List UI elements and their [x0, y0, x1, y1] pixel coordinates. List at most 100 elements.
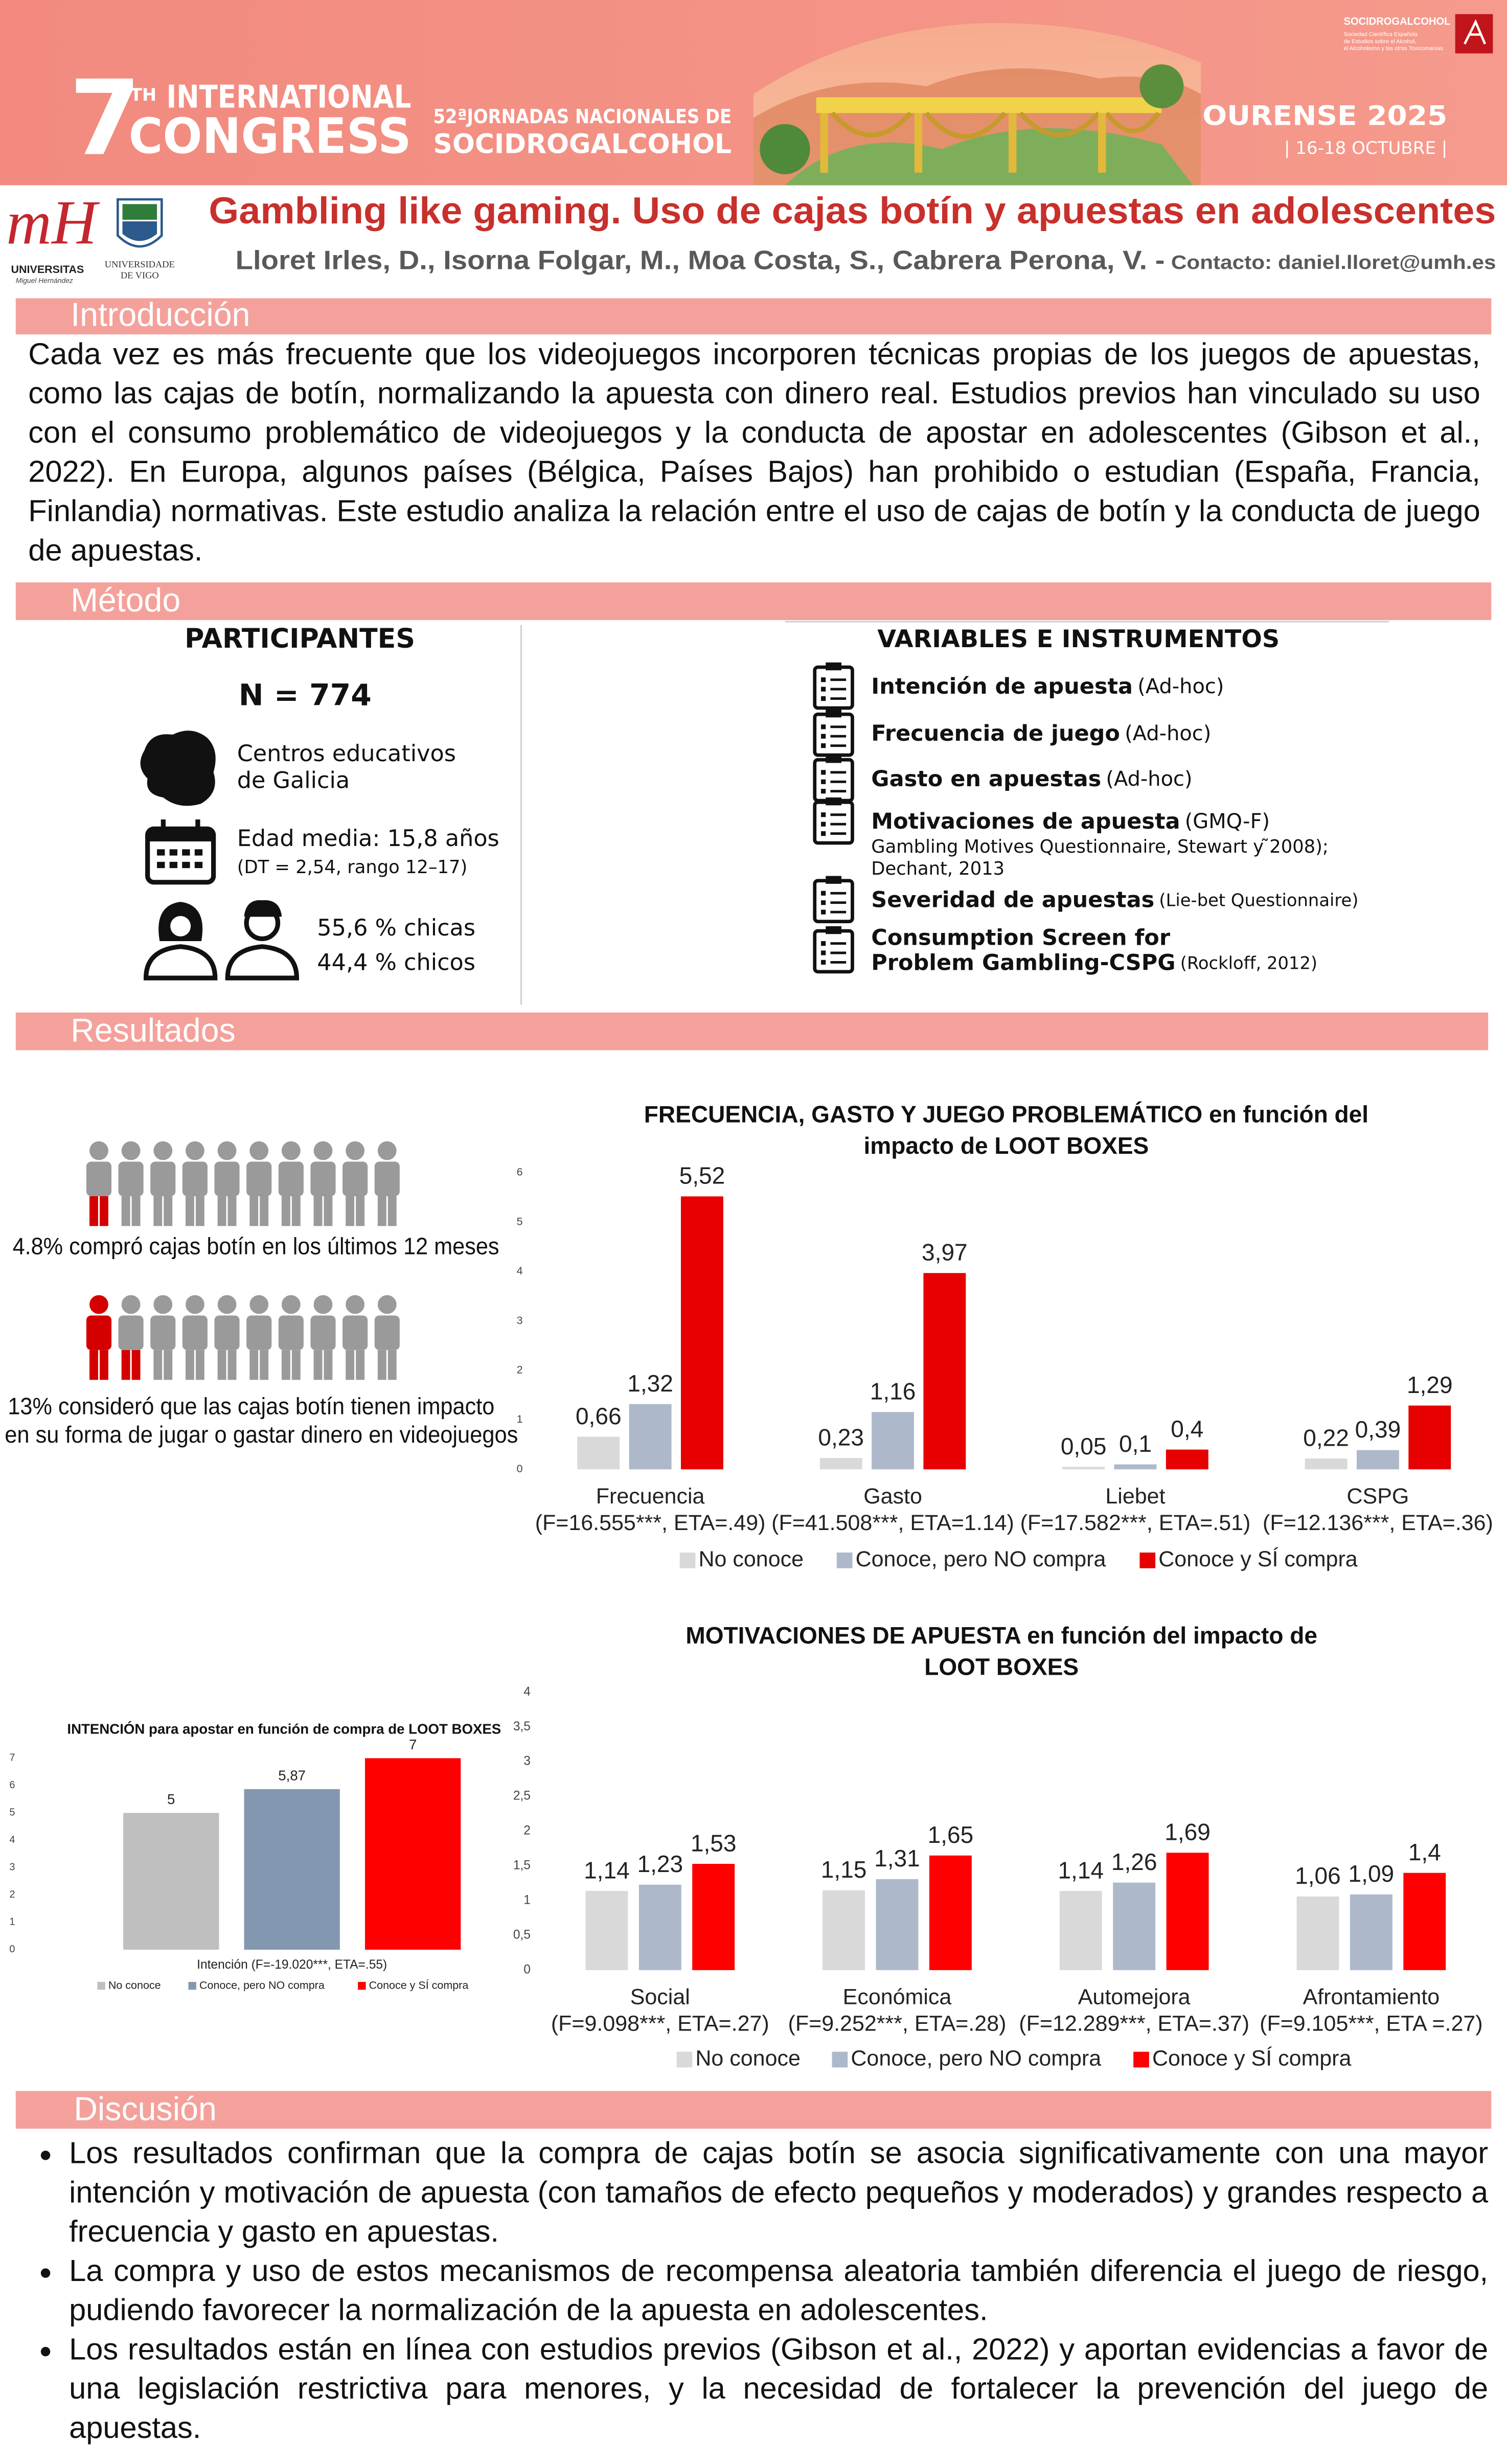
section-title: Método	[71, 582, 180, 619]
logo-text: de Estudios sobre el Alcohol,	[1344, 38, 1417, 44]
person-leg	[185, 1350, 194, 1380]
bar	[638, 1884, 681, 1970]
bar	[1403, 1873, 1446, 1970]
category-note: (F=9.098***, ETA=.27)	[551, 2012, 769, 2036]
bar	[244, 1789, 340, 1950]
legend-label: No conoce	[699, 1547, 804, 1571]
person-leg	[377, 1350, 386, 1380]
value-label: 5,52	[679, 1162, 725, 1189]
clipboard-bullet	[821, 822, 826, 827]
jornadas: 52ªJORNADAS NACIONALES DE	[433, 105, 732, 128]
person-icon	[118, 1295, 144, 1380]
centers: de Galicia	[237, 767, 350, 793]
clipboard-bullet	[821, 743, 826, 748]
legend-label: Conoce, pero NO compra	[199, 1979, 325, 1991]
clipboard	[813, 879, 854, 923]
y-tick-label: 1	[9, 1917, 15, 1928]
society: SOCIDROGALCOHOL	[433, 129, 732, 160]
discussion-item: Los resultados confirman que la compra d…	[69, 2135, 1488, 2252]
chart-title: LOOT BOXES	[924, 1653, 1079, 1680]
legend-swatch	[97, 1981, 105, 1990]
umh-name: UNIVERSITAS	[11, 263, 84, 276]
value-label: 1,23	[637, 1851, 683, 1877]
participants-heading: PARTICIPANTES	[185, 624, 415, 654]
variable-source: (Ad-hoc)	[1125, 722, 1211, 745]
value-label: 1,15	[821, 1856, 867, 1883]
x-tick-label: Económica	[843, 1985, 952, 2010]
clipboard-clip	[826, 926, 841, 934]
person-body	[150, 1161, 176, 1196]
value-label: 5	[167, 1791, 175, 1807]
value-label: 1,26	[1111, 1849, 1157, 1875]
umh-sub: Miguel Hernández	[16, 276, 73, 284]
person-icon	[374, 1295, 400, 1380]
variable-source: (Lie-bet Questionnaire)	[1159, 890, 1358, 910]
person-leg	[227, 1350, 237, 1380]
person-leg	[313, 1350, 323, 1380]
person-head	[313, 1141, 333, 1160]
category-note: (F=9.252***, ETA=.28)	[788, 2012, 1007, 2036]
value-label: 0,4	[1171, 1416, 1203, 1442]
value-label: 1,06	[1295, 1862, 1341, 1889]
bar	[876, 1879, 919, 1970]
discussion-item: La compra y uso de estos mecanismos de r…	[69, 2253, 1488, 2332]
value-label: 3,97	[922, 1239, 968, 1266]
person-leg	[356, 1196, 365, 1226]
clipboard-icon	[813, 797, 854, 845]
person-head	[217, 1295, 237, 1314]
variable-line: Gasto en apuestas (Ad-hoc)	[871, 766, 1192, 792]
bar	[1408, 1405, 1451, 1470]
legend-label: Conoce, pero NO compra	[856, 1547, 1106, 1571]
section-title: Introducción	[71, 296, 250, 333]
x-tick-label: Social	[630, 1985, 690, 2010]
city: OURENSE 2025	[1202, 101, 1447, 131]
person-icon	[310, 1295, 336, 1380]
clipboard-bullet	[821, 900, 826, 905]
clipboard-icon	[813, 755, 854, 803]
section-title: Resultados	[71, 1012, 236, 1049]
person-leg	[260, 1350, 269, 1380]
category-note: (F=9.105***, ETA =.27)	[1260, 2012, 1482, 2036]
person-leg	[217, 1350, 226, 1380]
person-leg	[346, 1196, 355, 1226]
y-tick-label: 3	[9, 1862, 15, 1873]
person-leg	[164, 1196, 173, 1226]
clipboard-bullet	[821, 831, 826, 836]
category-note: (F=12.289***, ETA=.37)	[1019, 2012, 1249, 2036]
clipboard-clip	[826, 876, 841, 884]
bar	[1305, 1458, 1348, 1470]
clipboard	[813, 758, 854, 803]
section-bar	[15, 298, 1492, 335]
person-head	[217, 1141, 237, 1160]
clipboard-bullet	[821, 696, 826, 701]
congress-line2: CONGRESS	[129, 108, 412, 165]
person-head	[89, 1141, 108, 1160]
person-icon	[342, 1141, 368, 1226]
person-head	[313, 1295, 333, 1314]
person-icon	[342, 1295, 368, 1380]
clipboard-icon	[813, 926, 854, 974]
person-leg	[131, 1196, 141, 1226]
legend-label: Conoce y SÍ compra	[369, 1978, 469, 1991]
bar	[1350, 1894, 1392, 1970]
logo-text: Sociedad Científica Española	[1344, 31, 1418, 37]
person-leg	[164, 1350, 173, 1380]
bar	[1166, 1449, 1208, 1470]
age: Edad media: 15,8 años	[237, 826, 499, 852]
person-leg	[281, 1350, 290, 1380]
age-detail: (DT = 2,54, rango 12–17)	[237, 857, 468, 878]
clipboard-icon	[813, 662, 854, 710]
value-label: 0,22	[1303, 1424, 1349, 1451]
legend-swatch	[676, 2051, 693, 2068]
variable-name: Problem Gambling-CSPG	[871, 950, 1175, 975]
variable-source: (Ad-hoc)	[1137, 675, 1224, 698]
poster-title: Gambling like gaming. Uso de cajas botín…	[209, 189, 1496, 232]
boys: 44,4 % chicos	[317, 949, 475, 975]
variable-line: Severidad de apuestas (Lie-bet Questionna…	[871, 887, 1358, 912]
variable-line: Motivaciones de apuesta (GMQ-F)	[871, 809, 1270, 834]
x-tick-label: Afrontamiento	[1303, 1985, 1440, 2010]
person-leg	[121, 1350, 130, 1380]
y-tick-label: 2	[9, 1889, 15, 1900]
vigo-shield	[117, 198, 163, 248]
